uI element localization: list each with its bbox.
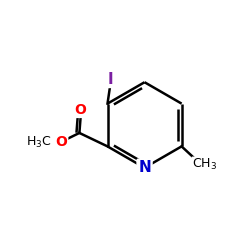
Text: O: O	[55, 135, 67, 149]
Text: CH$_3$: CH$_3$	[192, 157, 218, 172]
Text: I: I	[107, 72, 113, 87]
Text: O: O	[75, 103, 86, 117]
Text: H$_3$C: H$_3$C	[26, 135, 52, 150]
Text: N: N	[138, 160, 151, 175]
